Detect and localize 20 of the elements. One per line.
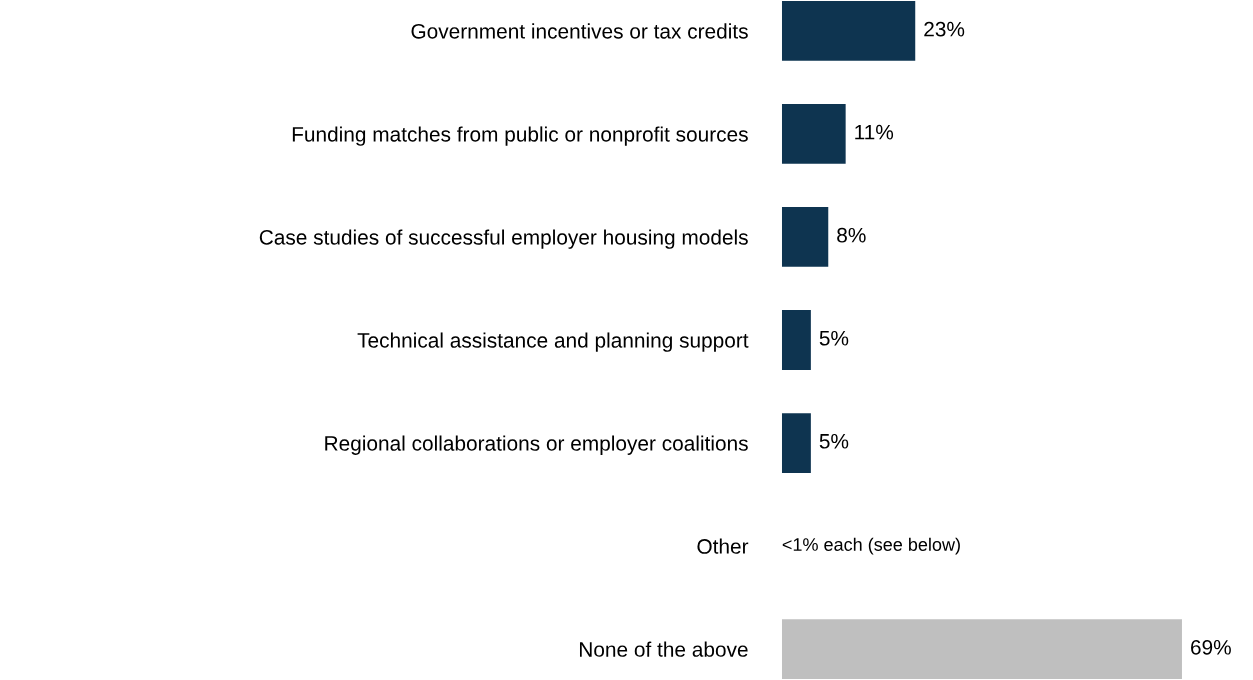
bar	[781, 619, 1182, 679]
y-tick-label: Regional collaborations or employer coalitions	[325, 435, 748, 455]
data-label: 69%	[1191, 639, 1231, 655]
bar	[781, 413, 811, 473]
y-tick-label: Funding matches from public or nonprofit sources	[292, 126, 748, 146]
bar	[781, 207, 829, 267]
data-label: 5%	[819, 433, 849, 449]
data-label: 11%	[855, 124, 894, 140]
bar	[781, 310, 811, 370]
y-tick-label: Other	[697, 538, 749, 554]
y-tick-label: Case studies of successful employer housing models	[259, 229, 748, 249]
data-label: 8%	[837, 227, 866, 243]
data-label: 23%	[924, 21, 965, 37]
text: <1% each (see below)	[782, 537, 960, 555]
y-tick-label: None of the above	[579, 641, 748, 657]
y-tick-label: Technical assistance and planning support	[357, 332, 749, 352]
bar	[781, 1, 916, 61]
y-tick-label: Government incentives or tax credits	[411, 23, 748, 39]
bar	[781, 104, 846, 164]
data-label: 5%	[819, 330, 849, 346]
